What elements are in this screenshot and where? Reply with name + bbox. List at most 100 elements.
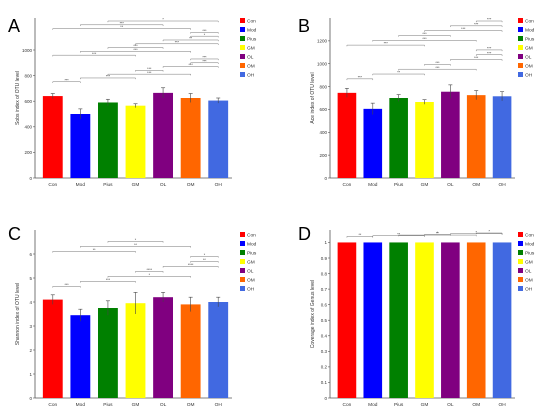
sig-label: *** [202,56,207,60]
legend-swatch-gm [240,259,245,264]
bar-om [180,98,201,178]
y-tick-label: 200 [319,153,327,158]
y-tick-label: 200 [24,150,32,155]
legend-label: OM [247,278,255,284]
x-tick-label: OL [160,182,167,188]
sig-label: *** [64,78,69,82]
legend-swatch-om [240,63,245,68]
x-tick-label: OH [215,402,223,408]
legend-label: OM [247,64,255,70]
x-tick-label: Con [343,182,352,188]
x-tick-label: OL [447,402,454,408]
sig-label: ** [397,71,400,75]
bar-con [337,92,357,178]
panel-d: D Coverage index of Genus level 0 0.1 0.2 0.3… [298,224,535,408]
sig-label: *** [202,59,207,63]
y-tick-label: 0.1 [321,380,328,385]
sig-label: *** [358,75,363,79]
sig-label: *** [92,52,97,56]
legend-label: OL [247,55,254,61]
sig-label: *** [487,47,492,51]
y-tick-label: 1 [29,372,32,377]
y-tick-label: 800 [319,84,327,89]
bar-gm [125,105,146,178]
legend-swatch-pius [240,36,245,41]
bar-pius [98,102,118,178]
bar-oh [492,242,512,398]
x-tick-label: OM [472,182,480,188]
legend-label: Pius [525,251,535,257]
sig-label: *** [202,29,207,33]
y-tick-label: 0.9 [321,256,328,261]
sig-label: *** [487,51,492,55]
bar-pius [389,98,408,178]
legend-label: OL [247,269,254,275]
y-tick-label: 0 [324,176,327,181]
bar-ol [441,91,460,178]
x-tick-label: Pius [394,402,404,408]
sig-label: *** [147,67,152,71]
legend-swatch-oh [240,72,245,77]
bar-con [42,299,63,398]
legend-swatch-gm [518,45,523,50]
legend-label: Pius [247,37,257,43]
legend-label: OM [525,64,533,70]
bar-con [337,242,357,398]
x-tick-label: GM [421,182,429,188]
x-tick-label: OL [160,402,167,408]
sig-label: ** [397,232,400,236]
x-tick-label: OH [498,182,506,188]
sig-label: *** [133,48,138,52]
sig-label: ** [120,25,123,29]
legend-label: OH [525,287,533,293]
x-tick-label: GM [421,402,429,408]
x-tick-label: Pius [103,402,113,408]
sig-label: ** [93,248,96,252]
legend-label: GM [525,260,533,266]
legend-label: Mod [247,242,257,248]
x-tick-label: Mod [368,182,378,188]
sig-label: * [135,238,137,242]
panel-b: B Ace index of OTU level 0 200 400 600 800 1000… [298,16,535,188]
x-tick-label: Con [48,402,57,408]
bar-pius [389,242,408,398]
x-tick-label: Mod [76,402,86,408]
legend-label: GM [247,260,255,266]
y-axis-label: Coverage index of Genus level [310,280,316,348]
y-tick-label: 0 [29,176,32,181]
x-tick-label: Mod [76,182,86,188]
sig-label: * [488,230,490,234]
x-tick-label: Con [48,182,57,188]
x-tick-label: OL [447,182,454,188]
sig-label: * [204,33,206,37]
y-tick-label: 600 [24,99,32,104]
y-tick-label: 5 [29,276,32,281]
sig-label: * [162,18,164,22]
sig-label: *** [422,37,427,41]
legend-label: GM [247,46,255,52]
sig-label: *** [147,71,152,75]
y-axis-label: Sobs index of OTU level [15,71,21,125]
legend-swatch-oh [240,286,245,291]
y-tick-label: 0.5 [321,318,328,323]
y-tick-label: 0 [29,396,32,401]
y-tick-label: 800 [24,73,32,78]
x-tick-label: Pius [103,182,113,188]
sig-label: *** [422,32,427,36]
y-tick-label: 0.3 [321,349,328,354]
legend-swatch-om [518,63,523,68]
bar-mod [70,315,91,398]
legend-swatch-con [240,232,245,237]
legend-label: OH [247,73,255,79]
legend-label: OL [525,55,532,61]
x-tick-label: Pius [394,182,404,188]
bar-gm [415,242,434,398]
legend-label: Con [247,19,256,25]
sig-label: *** [487,18,492,22]
legend-swatch-om [518,277,523,282]
x-tick-label: OM [187,182,195,188]
legend-swatch-mod [518,27,523,32]
y-tick-label: 0.7 [321,287,328,292]
x-tick-label: OM [472,402,480,408]
